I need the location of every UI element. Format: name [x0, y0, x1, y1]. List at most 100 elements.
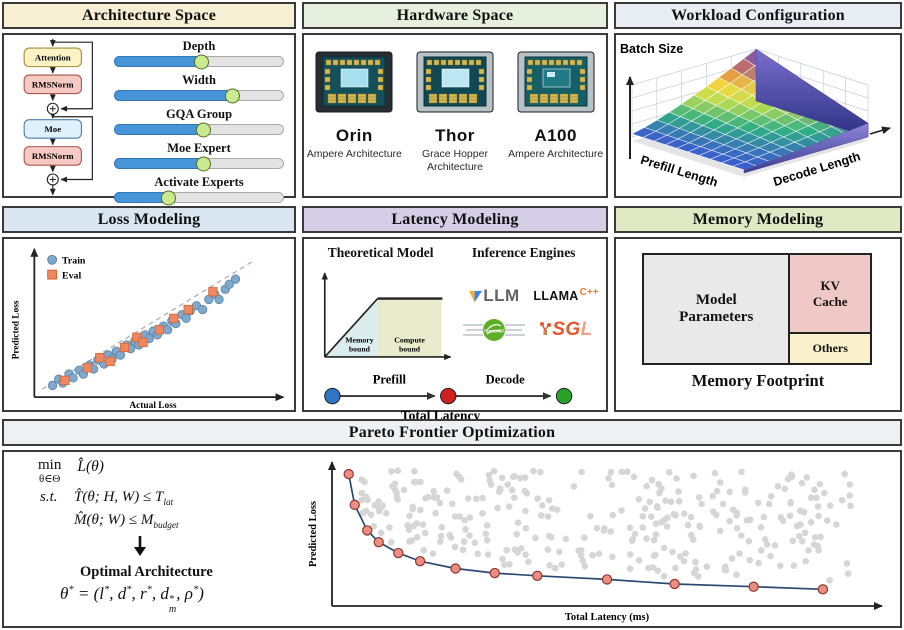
background-point: [814, 503, 822, 510]
identity-line: [41, 260, 255, 390]
surface-mesh-layer: [631, 48, 869, 177]
background-point: [504, 481, 511, 488]
tensorrt-icon: TensorRT: [462, 319, 525, 341]
background-point: [676, 553, 684, 560]
background-point: [578, 468, 586, 476]
background-point: [664, 514, 671, 522]
background-point: [367, 511, 375, 518]
eval-point: [208, 287, 218, 297]
rmsnorm-node-2: [23, 146, 82, 166]
slider-knob-width[interactable]: [224, 88, 240, 103]
pareto-point: [532, 570, 543, 582]
slider-knob-moe-expert[interactable]: [196, 156, 212, 171]
panel-loss-header: Loss Modeling: [2, 206, 296, 233]
background-point: [391, 486, 399, 494]
background-point: [813, 494, 820, 502]
slider-track-moe-expert[interactable]: [114, 156, 284, 171]
background-point: [663, 523, 671, 530]
background-point: [522, 551, 529, 558]
background-point: [462, 526, 469, 533]
background-point: [393, 493, 401, 501]
background-point: [713, 487, 721, 495]
background-point: [506, 560, 513, 568]
subject-to-label: s.t.: [40, 489, 58, 505]
legend-eval-label: Eval: [62, 271, 81, 282]
background-point: [629, 536, 636, 543]
slider-knob-depth[interactable]: [194, 54, 210, 69]
panel-memory-header: Memory Modeling: [614, 206, 902, 233]
background-point: [687, 531, 695, 539]
background-point: [406, 512, 413, 520]
background-point: [684, 521, 692, 529]
slider-knob-gqa-group[interactable]: [196, 122, 212, 137]
background-point: [653, 502, 661, 510]
background-point: [639, 512, 647, 520]
background-point: [786, 512, 794, 520]
background-point: [593, 524, 601, 532]
panel-title: Pareto Frontier Optimization: [348, 423, 556, 441]
background-point: [466, 514, 474, 521]
background-point: [455, 473, 463, 480]
background-point: [605, 475, 612, 482]
background-point: [635, 557, 643, 564]
background-point: [811, 486, 818, 494]
model-parameters-block: Model Parameters: [642, 253, 791, 365]
background-point: [609, 553, 616, 561]
background-point: [505, 503, 513, 511]
prefill-end-dot: [440, 387, 457, 405]
slider-knob-activate-experts[interactable]: [160, 190, 176, 205]
background-point: [746, 556, 754, 564]
background-point: [436, 538, 444, 546]
background-point: [639, 524, 647, 531]
background-point: [658, 485, 665, 492]
background-point: [539, 502, 546, 509]
slider-track-activate-experts[interactable]: [114, 190, 284, 205]
background-point: [436, 499, 444, 507]
rmsnorm-label-2: RMSNorm: [32, 151, 74, 161]
chip-subtitle: Ampere Architecture: [508, 148, 604, 160]
background-point: [618, 507, 625, 514]
background-point: [687, 513, 695, 521]
background-point: [698, 500, 706, 508]
background-point: [430, 487, 438, 495]
pareto-point: [817, 584, 829, 595]
y-axis-label: Predicted Loss: [12, 300, 22, 359]
background-point: [652, 531, 660, 538]
background-point: [626, 524, 634, 531]
panel-loss-modeling: Loss Modeling Train Eval Predicted Loss …: [2, 206, 296, 412]
background-point: [580, 534, 588, 542]
background-point: [692, 566, 700, 573]
slider-track-gqa-group[interactable]: [114, 122, 284, 137]
eval-point: [132, 332, 142, 343]
slider-track-width[interactable]: [114, 88, 284, 103]
background-point: [709, 492, 716, 500]
memory-roof-line: [324, 298, 379, 358]
background-point: [803, 474, 811, 481]
background-point: [534, 495, 541, 502]
latency-constraint: T̂(θ; H, W) ≤ Tlat: [74, 489, 174, 508]
chip-block-a100: A100 Ampere Architecture: [508, 51, 604, 161]
background-point: [483, 537, 491, 544]
background-point: [482, 530, 490, 538]
moe-label: Moe: [44, 124, 61, 134]
panel-title: Workload Configuration: [671, 6, 845, 24]
panel-hardware-body: Orin Ampere Architecture Thor Grace Hopp…: [302, 33, 608, 198]
background-point: [579, 557, 587, 565]
decode-label: Decode: [486, 372, 525, 386]
slider-track-depth[interactable]: [114, 54, 284, 69]
slider-label: Moe Expert: [167, 141, 231, 155]
background-point: [694, 573, 702, 580]
train-point: [214, 294, 224, 305]
background-point: [521, 474, 529, 481]
background-point: [386, 524, 393, 531]
background-point: [420, 546, 428, 554]
x-axis-label: Actual Loss: [129, 401, 176, 410]
background-point: [495, 488, 503, 496]
background-point: [805, 547, 812, 554]
background-point: [422, 494, 429, 502]
chip-subtitle: Ampere Architecture: [306, 148, 402, 160]
background-point: [509, 473, 517, 481]
chip-subtitle: Grace Hopper Architecture: [422, 148, 488, 173]
panel-memory-modeling: Memory Modeling Model Parameters KV Cach…: [614, 206, 902, 412]
pareto-plot: Predicted Loss Total Latency (ms): [308, 461, 883, 623]
